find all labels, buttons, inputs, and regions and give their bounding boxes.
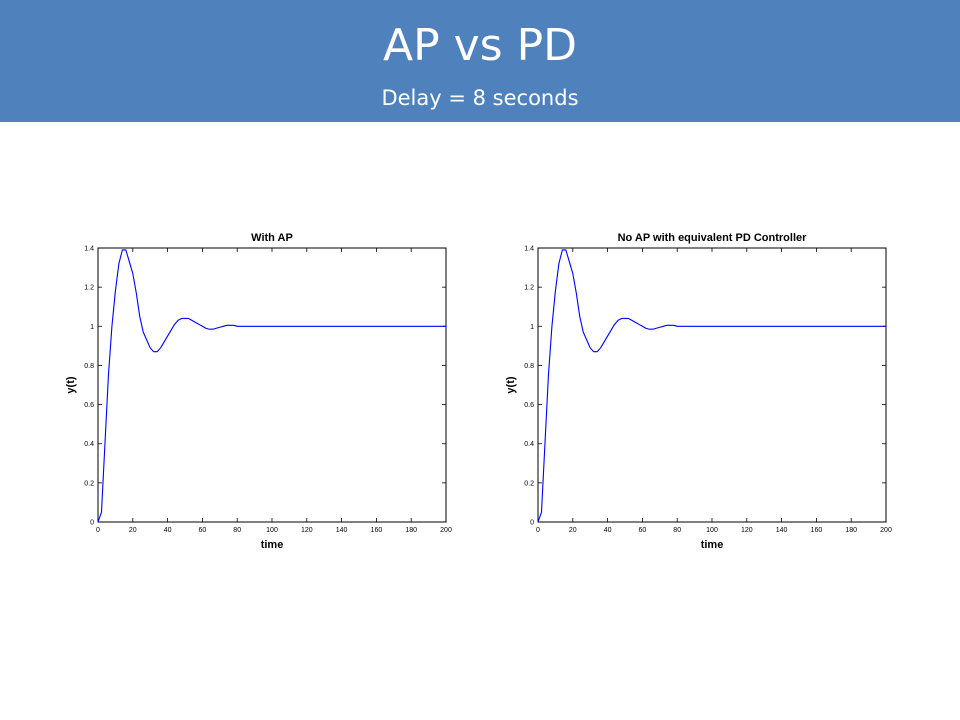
- y-tick-label: 0.2: [84, 480, 94, 487]
- slide-title: AP vs PD: [383, 20, 577, 71]
- x-axis-label: time: [701, 539, 724, 551]
- x-tick-label: 0: [96, 527, 100, 534]
- y-tick-label: 1.4: [524, 246, 534, 253]
- x-tick-label: 40: [164, 527, 172, 534]
- x-tick-label: 40: [604, 527, 612, 534]
- x-tick-label: 200: [440, 527, 452, 534]
- y-tick-label: 0: [530, 520, 534, 527]
- x-tick-label: 60: [199, 527, 207, 534]
- x-tick-label: 140: [336, 527, 348, 534]
- y-tick-label: 1.2: [84, 285, 94, 292]
- x-tick-label: 0: [536, 527, 540, 534]
- x-tick-label: 20: [569, 527, 577, 534]
- x-tick-label: 160: [811, 527, 823, 534]
- y-tick-label: 0.4: [84, 441, 94, 448]
- slide-subtitle: Delay = 8 seconds: [381, 86, 579, 110]
- y-tick-label: 0.6: [524, 402, 534, 409]
- plot-frame: [97, 247, 447, 523]
- x-tick-label: 120: [741, 527, 753, 534]
- x-tick-label: 60: [639, 527, 647, 534]
- x-tick-label: 120: [301, 527, 313, 534]
- y-tick-label: 1.2: [524, 285, 534, 292]
- x-tick-label: 140: [776, 527, 788, 534]
- x-tick-label: 160: [371, 527, 383, 534]
- x-axis-label: time: [261, 539, 284, 551]
- x-tick-label: 80: [233, 527, 241, 534]
- x-tick-label: 180: [405, 527, 417, 534]
- y-axis-label: y(t): [65, 376, 77, 393]
- y-tick-label: 0.8: [524, 363, 534, 370]
- series-line: [537, 249, 886, 523]
- series-line: [97, 249, 446, 523]
- y-tick-label: 0.4: [524, 441, 534, 448]
- x-tick-label: 100: [706, 527, 718, 534]
- x-tick-label: 20: [129, 527, 137, 534]
- chart-title: With AP: [251, 232, 293, 244]
- chart-no-ap-pd: 0 20 40 60 80 100 120 140 160 180 200 0 0.2 0.4 0.6 0.8…: [505, 232, 892, 551]
- chart-title: No AP with equivalent PD Controller: [618, 232, 808, 244]
- x-tick-label: 100: [266, 527, 278, 534]
- y-tick-label: 1: [90, 324, 94, 331]
- y-axis-label: y(t): [505, 376, 517, 393]
- x-tick-label: 200: [880, 527, 892, 534]
- y-tick-label: 1: [530, 324, 534, 331]
- y-tick-label: 0.8: [84, 363, 94, 370]
- y-tick-label: 0.6: [84, 402, 94, 409]
- chart-with-ap: 0 20 40 60 80 100 120 140 160 180 200 0 0.2 0.4 0.6 0.8…: [65, 232, 452, 551]
- plot-frame: [537, 247, 887, 523]
- y-tick-label: 0: [90, 520, 94, 527]
- y-tick-label: 0.2: [524, 480, 534, 487]
- slide-header: AP vs PD Delay = 8 seconds: [0, 0, 960, 122]
- x-tick-label: 80: [673, 527, 681, 534]
- y-tick-label: 1.4: [84, 246, 94, 253]
- x-tick-label: 180: [845, 527, 857, 534]
